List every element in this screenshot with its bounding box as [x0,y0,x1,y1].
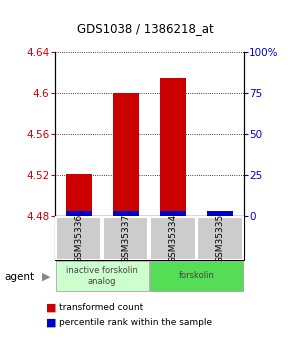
FancyBboxPatch shape [103,217,148,260]
Text: ■: ■ [46,303,57,313]
Text: ▶: ▶ [42,272,51,282]
Text: GSM35336: GSM35336 [74,214,83,263]
FancyBboxPatch shape [56,217,101,260]
Text: GSM35335: GSM35335 [215,214,224,263]
FancyBboxPatch shape [56,262,149,291]
FancyBboxPatch shape [197,217,243,260]
FancyBboxPatch shape [150,217,195,260]
Text: ■: ■ [46,318,57,327]
Bar [207,213,233,216]
Bar [66,174,92,216]
Text: inactive forskolin
analog: inactive forskolin analog [66,266,138,286]
FancyBboxPatch shape [150,262,243,291]
Text: percentile rank within the sample: percentile rank within the sample [59,318,213,327]
Bar [113,93,139,216]
Bar [160,78,186,216]
Text: forskolin: forskolin [179,272,214,280]
Text: GDS1038 / 1386218_at: GDS1038 / 1386218_at [77,22,213,36]
Text: agent: agent [4,272,35,282]
Bar [113,210,139,216]
Text: GSM35337: GSM35337 [121,214,130,263]
Bar [160,210,186,216]
Text: GSM35334: GSM35334 [168,214,177,263]
Bar [66,210,92,216]
Bar [207,210,233,216]
Text: transformed count: transformed count [59,303,144,312]
